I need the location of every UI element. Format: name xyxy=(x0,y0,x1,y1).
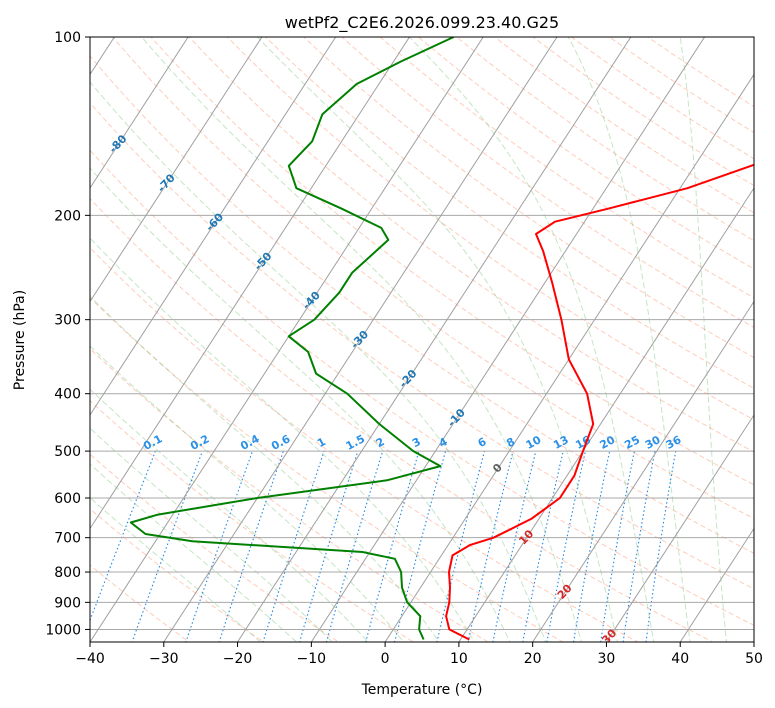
y-axis-label: Pressure (hPa) xyxy=(12,290,28,390)
y-tick-label: 700 xyxy=(54,531,81,547)
x-tick-label: 50 xyxy=(745,651,763,667)
x-tick-label: 40 xyxy=(671,651,689,667)
isotherm-gridline xyxy=(90,37,189,189)
isotherm-gridline xyxy=(532,300,754,642)
y-tick-label: 800 xyxy=(54,565,81,581)
y-tick-label: 200 xyxy=(54,208,81,224)
isotherm-gridline xyxy=(163,37,558,642)
y-tick-label: 1000 xyxy=(45,622,81,638)
mixing-ratio-label: 20 xyxy=(598,433,618,452)
dry-adiabat-line xyxy=(302,37,754,359)
plot-grid xyxy=(90,37,754,642)
x-tick-label: −10 xyxy=(297,651,327,667)
isotherm-gridline xyxy=(90,37,484,642)
isotherm-gridline xyxy=(458,187,754,642)
isotherm-gridline xyxy=(90,37,337,416)
dry-adiabat-line xyxy=(90,55,754,554)
x-tick-label: 20 xyxy=(524,651,542,667)
isotherm-gridline xyxy=(384,73,754,642)
x-tick-label: 30 xyxy=(598,651,616,667)
dry-adiabat-line xyxy=(90,508,265,642)
y-tick-label: 500 xyxy=(54,444,81,460)
x-tick-label: −40 xyxy=(75,651,105,667)
moist-adiabat-line xyxy=(90,497,262,642)
dry-adiabat-line xyxy=(379,37,754,299)
isotherm-gridline xyxy=(90,37,411,530)
isotherm-gridline xyxy=(679,527,754,642)
mixing-ratio-label: 10 xyxy=(524,433,544,452)
x-tick-label: 10 xyxy=(450,651,468,667)
y-tick-label: 400 xyxy=(54,387,81,403)
mixing-ratio-label: 25 xyxy=(622,433,642,452)
dry-adiabat-line xyxy=(90,400,415,642)
mixing-ratio-label: 13 xyxy=(551,433,571,452)
dry-adiabat-line xyxy=(112,37,754,520)
y-tick-label: 100 xyxy=(54,30,81,46)
isotherm-gridline xyxy=(605,414,754,642)
y-tick-label: 600 xyxy=(54,491,81,507)
dry-adiabat-line xyxy=(90,296,565,642)
mixing-ratio-label: 36 xyxy=(664,433,684,452)
x-axis-label: Temperature (°C) xyxy=(361,682,483,698)
dry-adiabat-line xyxy=(341,37,754,328)
dry-adiabat-line xyxy=(90,149,754,626)
axes: −40 −30 −20 −10 0 10 20 30 40 50 100 200 300 400 500 60… xyxy=(45,30,763,667)
mixing-ratio-label: 30 xyxy=(643,433,663,452)
chart-title: wetPf2_C2E6.2026.099.23.40.G25 xyxy=(285,13,559,33)
isotherm-gridline xyxy=(310,37,706,642)
x-tick-label: 0 xyxy=(381,651,390,667)
dry-adiabat-line xyxy=(264,37,754,389)
x-tick-label: −30 xyxy=(149,651,179,667)
y-tick-label: 900 xyxy=(54,595,81,611)
temperature-profile-line xyxy=(445,163,754,641)
moist-adiabat-line xyxy=(257,37,619,642)
plot-frame xyxy=(89,36,755,643)
profile-series xyxy=(129,37,754,641)
isotherm-gridline xyxy=(236,37,632,642)
isotherm-gridline xyxy=(90,37,263,303)
y-tick-label: 300 xyxy=(54,313,81,329)
x-tick-label: −20 xyxy=(223,651,253,667)
dry-adiabat-line xyxy=(90,247,639,642)
dewpoint-profile-line xyxy=(129,37,455,640)
dry-adiabat-line xyxy=(150,37,754,486)
